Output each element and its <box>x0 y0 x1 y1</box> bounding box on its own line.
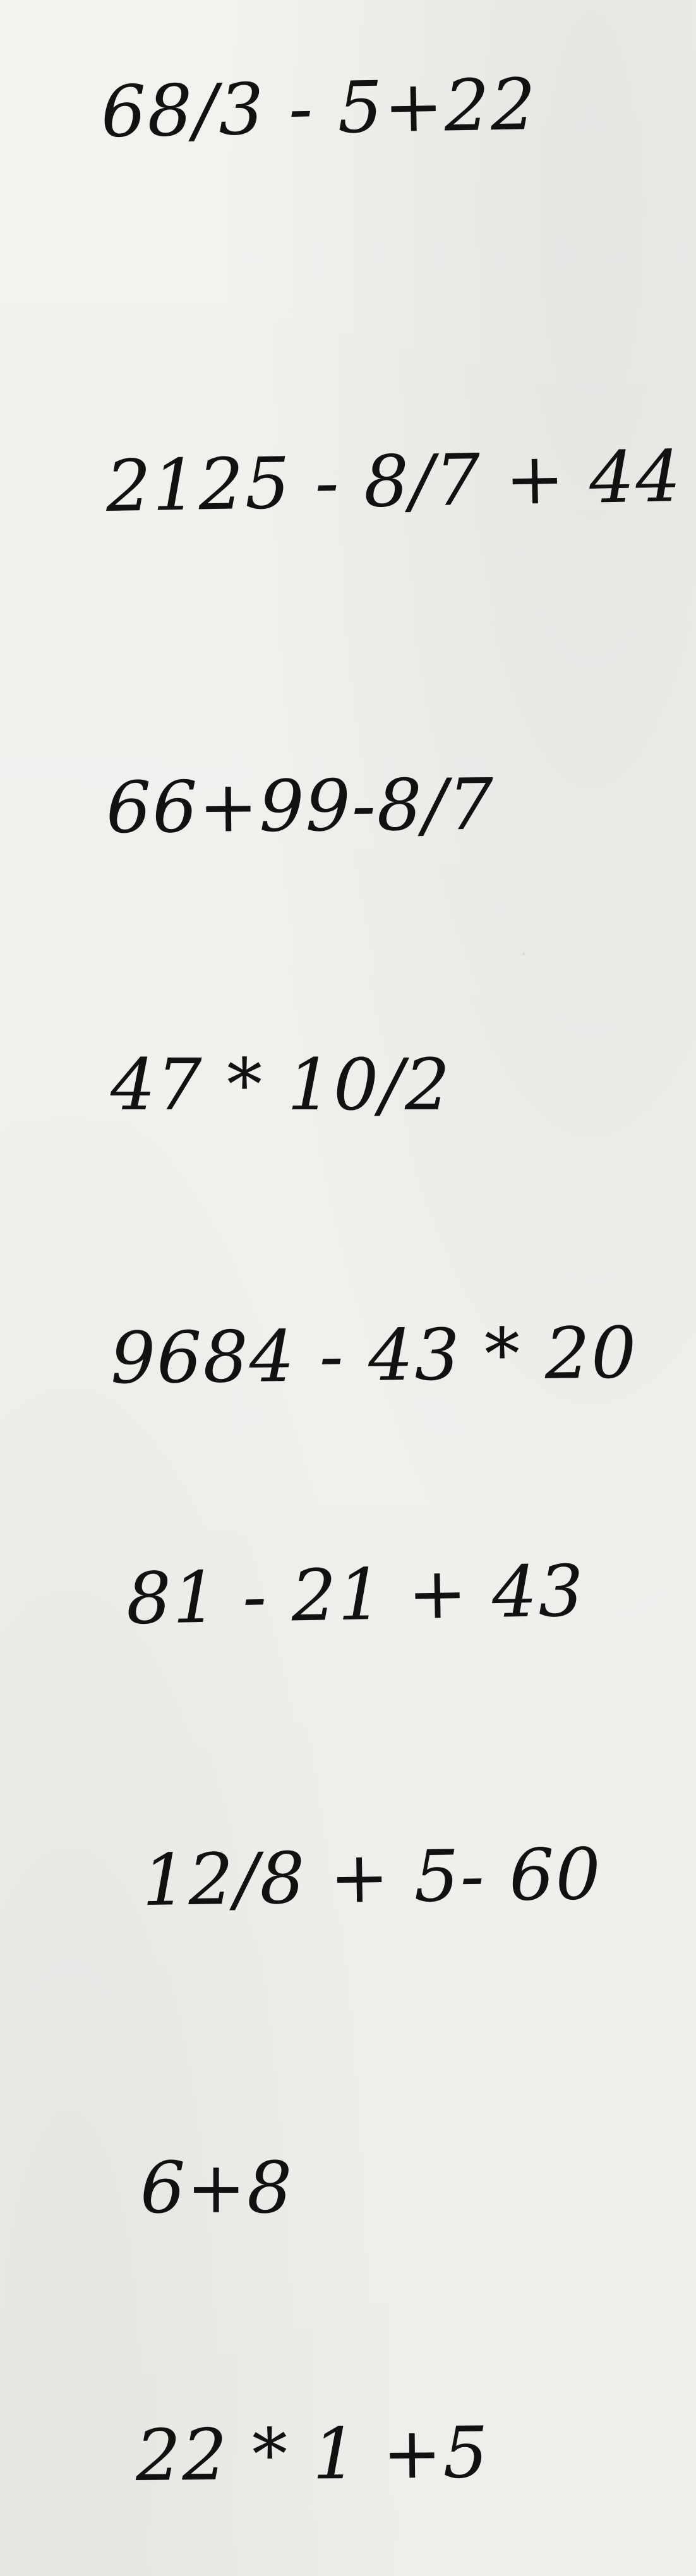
equation-line-5: 9684 - 43 * 20 <box>110 1312 638 1400</box>
equation-line-6: 81 - 21 + 43 <box>125 1550 585 1640</box>
equation-line-7: 12/8 + 5- 60 <box>141 1833 603 1922</box>
equation-line-8: 6+8 <box>140 2147 294 2229</box>
paper-speck <box>522 953 525 955</box>
equation-line-4: 47 * 10/2 <box>111 1044 452 1126</box>
equation-line-2: 2125 - 8/7 + 44 <box>105 436 683 528</box>
equation-line-1: 68/3 - 5+22 <box>100 63 538 153</box>
equation-line-3: 66+99-8/7 <box>105 763 495 849</box>
equation-line-9: 22 * 1 +5 <box>135 2412 490 2497</box>
